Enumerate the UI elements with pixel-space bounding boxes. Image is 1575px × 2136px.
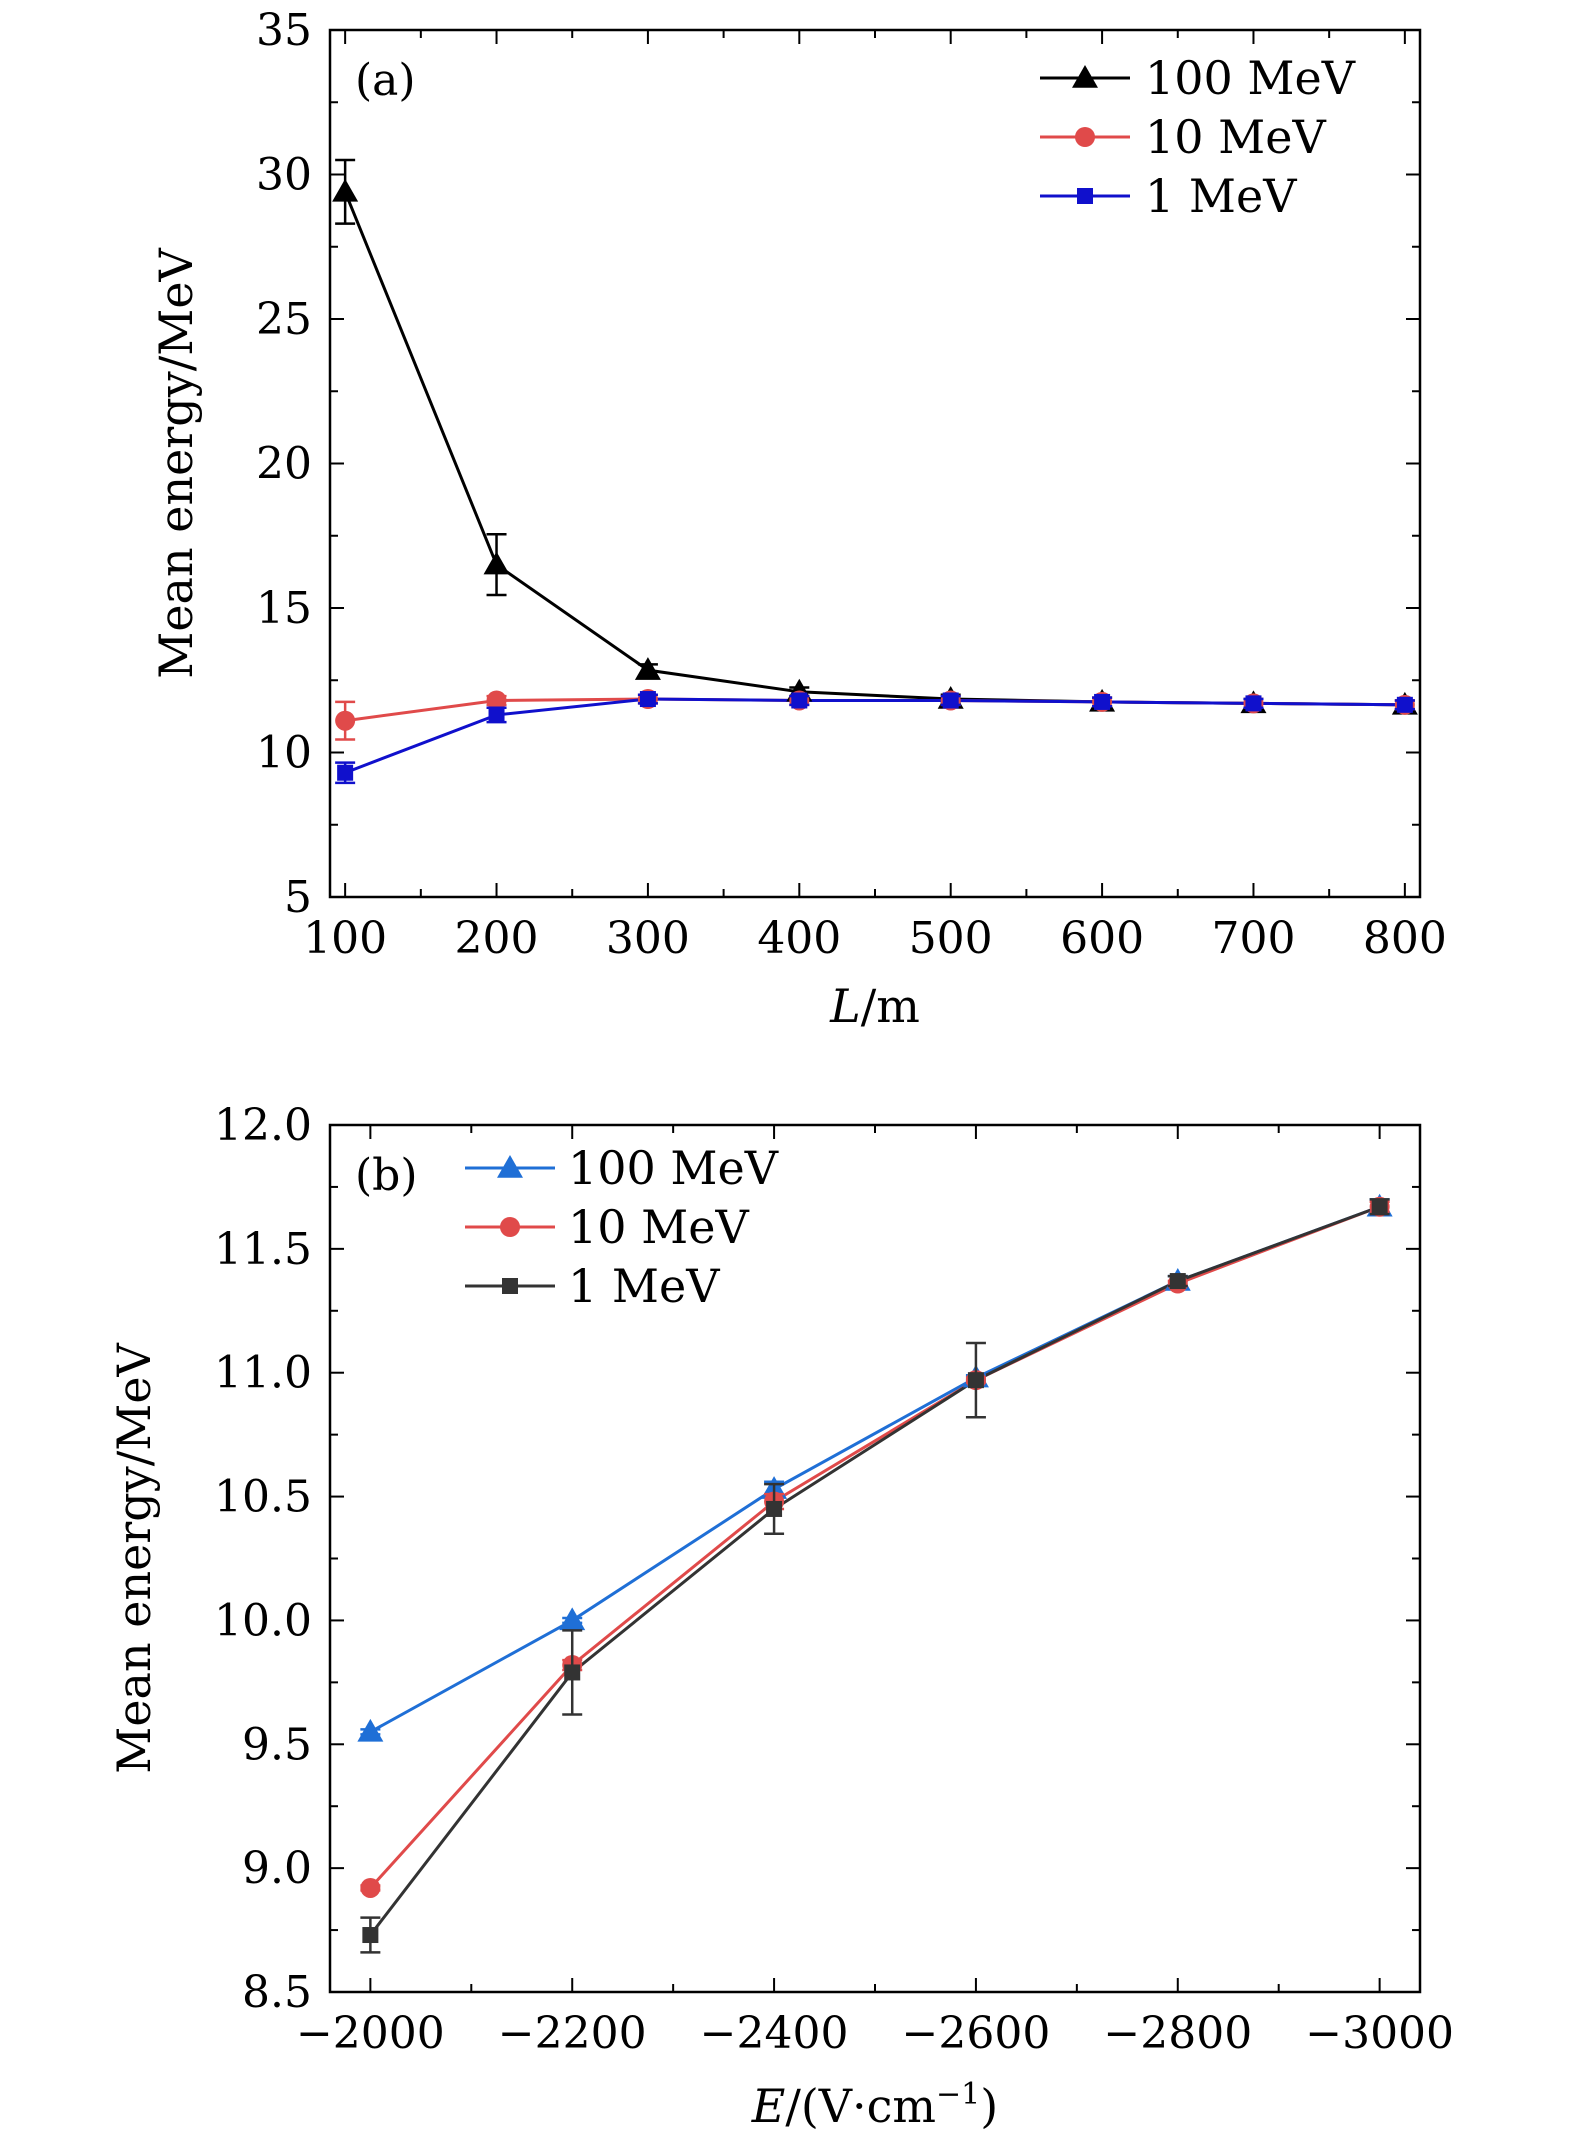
x-axis-label-unit: /(V·cm <box>785 2079 936 2133</box>
legend-marker-b-1 <box>500 1217 520 1237</box>
y-tick-label: 20 <box>256 439 312 490</box>
data-point-a-2-1 <box>488 706 505 723</box>
series-line-a-0 <box>343 191 1405 707</box>
series-line-a-2 <box>344 697 1405 775</box>
data-point-a-2-5 <box>1094 693 1111 710</box>
legend-marker-a-0 <box>1072 65 1098 88</box>
data-point-a-1-1 <box>486 690 507 711</box>
x-axis-label-unit: /m <box>861 979 920 1033</box>
data-point-b-2-0 <box>362 1927 379 1944</box>
x-tick-label: 700 <box>1211 913 1295 964</box>
x-axis-label: L/m <box>829 979 920 1033</box>
data-point-b-2-2 <box>766 1500 783 1517</box>
x-tick-label: −2200 <box>498 2008 647 2059</box>
x-tick-label: −2800 <box>1103 2008 1252 2059</box>
y-tick-label: 11.0 <box>214 1348 312 1399</box>
x-tick-label: −2600 <box>902 2008 1051 2059</box>
panel-label: (b) <box>355 1150 418 1201</box>
y-tick-label: 25 <box>256 294 312 345</box>
y-tick-label: 35 <box>256 5 312 56</box>
x-tick-label: −2400 <box>700 2008 849 2059</box>
y-tick-label: 10.0 <box>214 1595 312 1646</box>
legend-label-a-0: 100 MeV <box>1145 51 1356 105</box>
legend-label-b-1: 10 MeV <box>568 1200 749 1254</box>
data-point-a-1-0 <box>335 710 356 731</box>
data-point-a-2-7 <box>1396 696 1413 713</box>
y-axis-label: Mean energy/MeV <box>107 1342 161 1773</box>
data-point-b-2-4 <box>1169 1273 1186 1290</box>
x-axis-label-var: E <box>751 2079 786 2133</box>
y-tick-label: 12.0 <box>214 1100 312 1151</box>
x-tick-label: 800 <box>1363 913 1447 964</box>
legend-label-a-2: 1 MeV <box>1145 169 1297 223</box>
y-tick-label: 30 <box>256 150 312 201</box>
legend-marker-a-1 <box>1075 127 1095 147</box>
y-tick-label: 10.5 <box>214 1472 312 1523</box>
chart-panel-a: 100 200 300 400 500 600 700 800 5 10 15 20 25 30 35 Mea… <box>149 5 1447 1033</box>
data-point-a-0-0 <box>332 178 359 202</box>
x-axis-label-var: L <box>829 979 861 1033</box>
data-point-a-2-2 <box>639 691 656 708</box>
y-tick-label: 11.5 <box>214 1224 312 1275</box>
legend-marker-b-0 <box>497 1155 523 1178</box>
x-tick-label: −2000 <box>296 2008 445 2059</box>
series-line-b-2 <box>369 1205 1381 1936</box>
x-tick-label: 200 <box>455 913 539 964</box>
x-axis-label-close: ) <box>980 2079 998 2133</box>
data-point-a-2-0 <box>337 764 354 781</box>
x-tick-label: 600 <box>1060 913 1144 964</box>
y-tick-label: 9.0 <box>242 1843 312 1894</box>
x-tick-label: −3000 <box>1305 2008 1454 2059</box>
x-tick-label: 400 <box>757 913 841 964</box>
y-tick-label: 9.5 <box>242 1719 312 1770</box>
data-point-b-1-0 <box>360 1877 381 1898</box>
data-point-b-2-1 <box>564 1664 581 1681</box>
data-point-b-2-5 <box>1371 1198 1388 1215</box>
x-tick-label: 500 <box>909 913 993 964</box>
y-tick-label: 8.5 <box>242 1967 312 2018</box>
legend-label-a-1: 10 MeV <box>1145 110 1326 164</box>
data-point-b-2-3 <box>967 1372 984 1389</box>
data-point-a-0-1 <box>483 551 510 575</box>
y-axis-label: Mean energy/MeV <box>149 247 203 678</box>
y-tick-label: 15 <box>256 583 312 634</box>
x-tick-label: 100 <box>303 913 387 964</box>
legend-label-b-2: 1 MeV <box>568 1259 720 1313</box>
chart-panel-b: −2000 −2200 −2400 −2600 −2800 −3000 8.5 9.0 9.5 1… <box>107 1100 1454 2133</box>
data-point-b-0-0 <box>357 1718 384 1742</box>
y-tick-label: 5 <box>284 872 312 923</box>
x-axis-label-sup: −1 <box>936 2077 980 2112</box>
data-point-a-2-3 <box>791 692 808 709</box>
data-point-a-2-4 <box>942 692 959 709</box>
x-axis-label: E/(V·cm−1) <box>751 2077 998 2133</box>
legend-marker-a-2 <box>1077 188 1093 204</box>
x-tick-label: 300 <box>606 913 690 964</box>
panel-label: (a) <box>355 55 416 106</box>
data-point-a-2-6 <box>1245 695 1262 712</box>
data-point-a-0-2 <box>634 657 661 680</box>
data-point-b-0-1 <box>559 1607 586 1631</box>
y-tick-label: 10 <box>256 728 312 779</box>
series-line-b-1 <box>369 1205 1381 1889</box>
legend-label-b-0: 100 MeV <box>568 1141 779 1195</box>
legend-marker-b-2 <box>502 1278 518 1294</box>
